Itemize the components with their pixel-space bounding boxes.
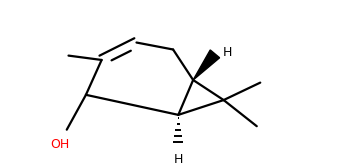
Polygon shape <box>193 50 219 80</box>
Text: H: H <box>174 153 183 166</box>
Text: H: H <box>223 46 232 59</box>
Text: OH: OH <box>50 138 69 151</box>
